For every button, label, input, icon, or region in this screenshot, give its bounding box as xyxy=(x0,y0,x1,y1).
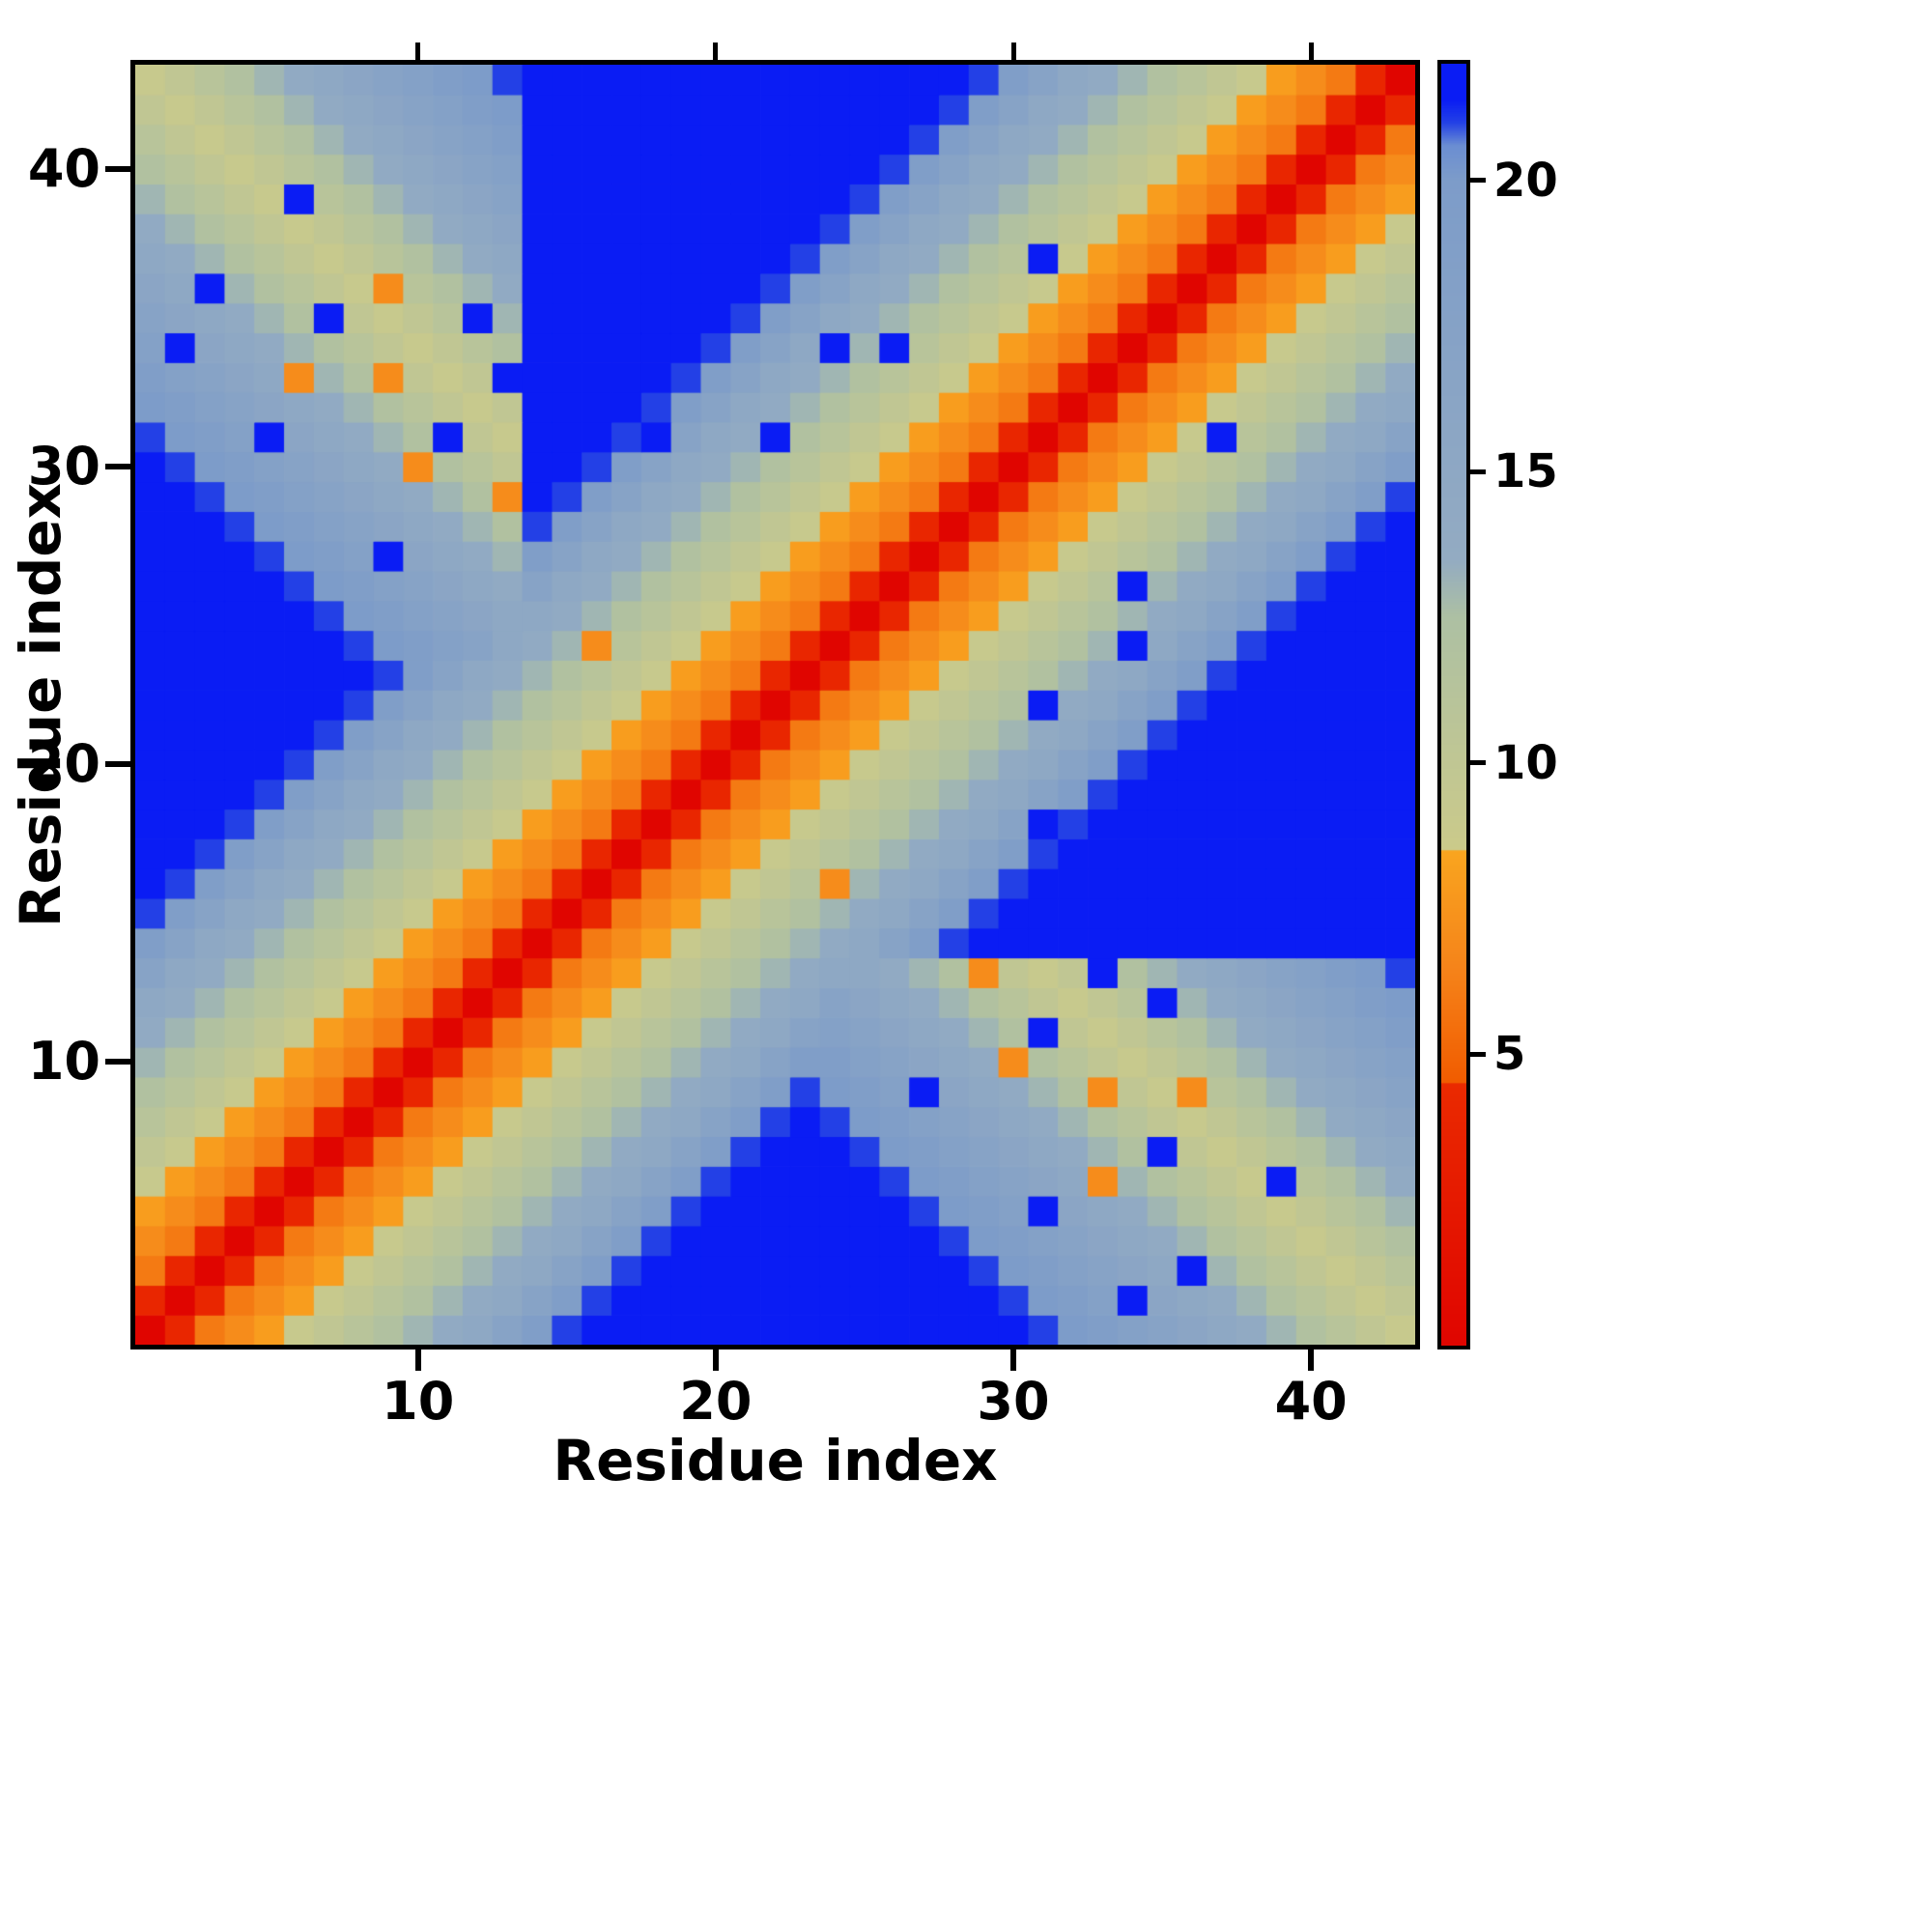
heatmap-canvas xyxy=(135,65,1415,1345)
y-tick-mark xyxy=(105,1059,130,1065)
colorbar-tick-label: 20 xyxy=(1493,153,1558,208)
x-top-tick-mark xyxy=(1010,43,1016,60)
x-top-tick-mark xyxy=(415,43,421,60)
colorbar-canvas xyxy=(1441,64,1466,1346)
y-tick-label: 20 xyxy=(27,733,100,795)
colorbar-tick-mark xyxy=(1470,1051,1486,1057)
heatmap-plot-area xyxy=(130,60,1420,1350)
x-tick-label: 10 xyxy=(382,1371,455,1432)
colorbar-tick-label: 15 xyxy=(1493,444,1558,499)
x-top-tick-mark xyxy=(1308,43,1314,60)
y-tick-mark xyxy=(105,165,130,172)
y-tick-label: 10 xyxy=(27,1031,100,1093)
x-tick-mark xyxy=(1010,1350,1016,1371)
x-axis-title: Residue index xyxy=(553,1428,998,1493)
colorbar-tick-mark xyxy=(1470,760,1486,766)
x-top-tick-mark xyxy=(713,43,719,60)
x-tick-mark xyxy=(414,1350,421,1371)
y-tick-mark xyxy=(105,463,130,469)
x-tick-mark xyxy=(1308,1350,1315,1371)
y-tick-label: 40 xyxy=(27,137,100,199)
x-tick-mark xyxy=(712,1350,719,1371)
colorbar-tick-label: 5 xyxy=(1493,1027,1526,1082)
colorbar-tick-label: 10 xyxy=(1493,735,1558,790)
y-tick-label: 30 xyxy=(27,435,100,497)
x-tick-label: 40 xyxy=(1274,1371,1348,1432)
x-tick-label: 30 xyxy=(977,1371,1050,1432)
x-tick-label: 20 xyxy=(679,1371,753,1432)
y-axis-title: Residue index xyxy=(8,482,73,928)
y-tick-mark xyxy=(105,761,130,768)
colorbar-tick-mark xyxy=(1470,469,1486,474)
colorbar xyxy=(1437,60,1470,1350)
colorbar-tick-mark xyxy=(1470,178,1486,184)
